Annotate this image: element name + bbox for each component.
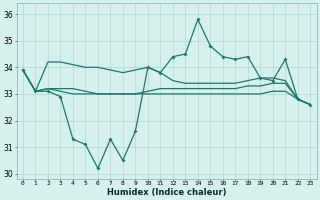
X-axis label: Humidex (Indice chaleur): Humidex (Indice chaleur): [107, 188, 226, 197]
